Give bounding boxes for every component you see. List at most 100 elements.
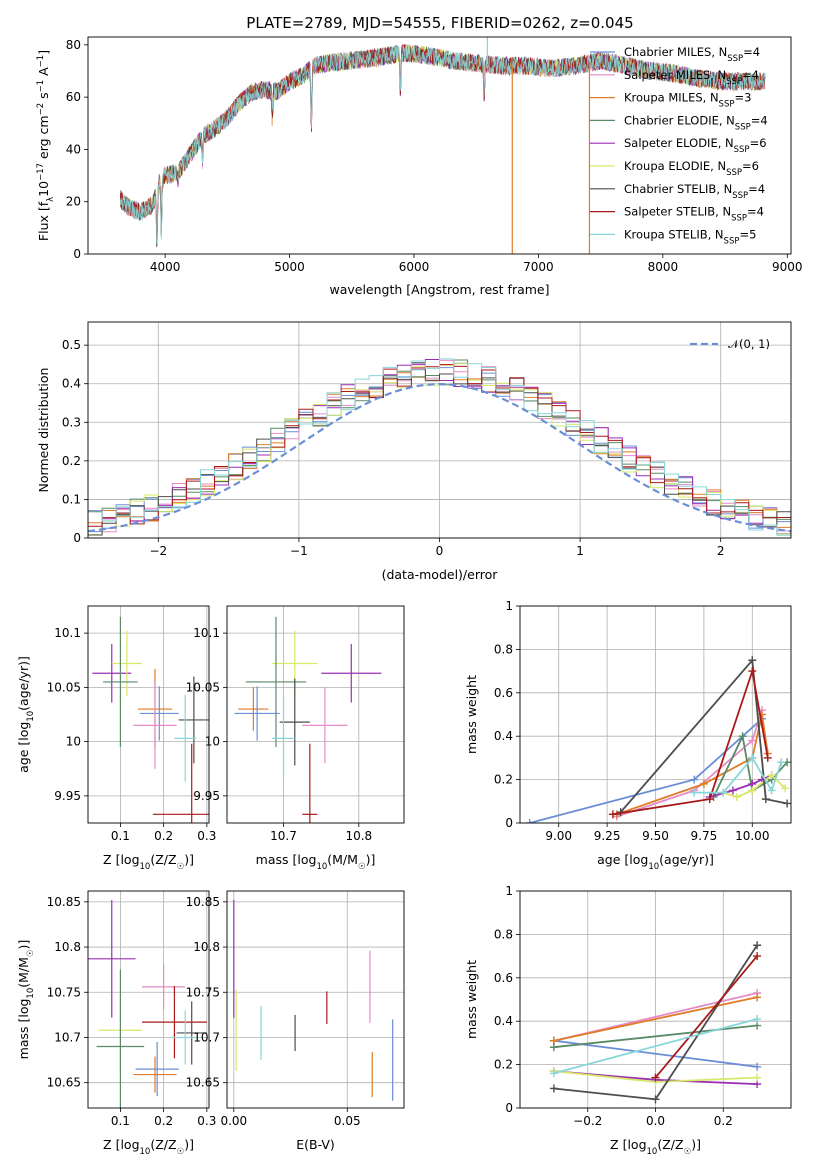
series-marker-7 (608, 810, 617, 819)
y-axis-label: Normed distribution (36, 368, 51, 493)
figure-title: PLATE=2789, MJD=54555, FIBERID=0262, z=0… (246, 14, 633, 32)
label-part: −2 (36, 103, 46, 116)
label-part: SSP (726, 77, 742, 87)
y-axis-label: mass weight (464, 675, 479, 754)
series-marker-7 (748, 667, 757, 676)
label-part: =4 (747, 205, 764, 219)
x-tick-label: 6000 (399, 260, 430, 274)
x-axis-label: age [log10(age/yr)] (597, 852, 714, 872)
y-tick-label: 0 (73, 531, 81, 545)
label-part: )] (16, 940, 31, 950)
y-tick-label: 10.8 (54, 940, 81, 954)
x-tick-label: 5000 (274, 260, 305, 274)
legend-entry-8: Kroupa STELIB, NSSP=5 (624, 227, 756, 246)
label-part: 10 (140, 862, 151, 872)
plots-group: 4000 5000 6000 7000 8000 9000020406080wavelen… (16, 36, 803, 1157)
series-marker-6 (753, 941, 762, 950)
y-tick-label: 0.6 (494, 971, 513, 985)
series-marker-5 (767, 771, 776, 780)
x-tick-label: 0.3 (197, 1114, 216, 1128)
legend-entry-1: Salpeter MILES, NSSP=4 (624, 68, 759, 87)
series-line-6 (620, 658, 788, 813)
axes-frame (87, 321, 792, 539)
normal-curve (88, 382, 791, 533)
series-marker-7 (705, 795, 714, 804)
y-tick-label: 0.2 (62, 454, 81, 468)
y-tick-label: 0.8 (494, 927, 513, 941)
legend-entry-4: Salpeter ELODIE, NSSP=6 (624, 136, 767, 155)
y-tick-label: 10.05 (186, 680, 220, 694)
y-tick-label: 10.7 (193, 1030, 220, 1044)
label-part: SSP (724, 236, 740, 246)
plot-area (88, 900, 207, 1108)
x-tick-label: 4000 (150, 260, 181, 274)
label-part: Kroupa ELODIE, N (624, 159, 726, 173)
label-part: SSP (735, 122, 751, 132)
series-marker-6 (761, 795, 770, 804)
label-part: erg cm (36, 115, 51, 163)
label-part: Kroupa STELIB, N (624, 227, 724, 241)
y-tick-label: 10.8 (193, 940, 220, 954)
x-tick-label: 1 (576, 544, 584, 558)
series-line-3 (712, 733, 788, 798)
label-part: Chabrier MILES, N (624, 45, 727, 59)
axes-frame (87, 36, 792, 255)
label-part: −1 (36, 55, 46, 68)
series-marker-8 (777, 758, 786, 767)
histogram-8 (88, 358, 791, 537)
spectrum-line-8 (120, 44, 766, 245)
legend-entry-2: Kroupa MILES, NSSP=3 (624, 91, 751, 110)
label-part: ☉ (26, 949, 36, 957)
series-line-2 (553, 996, 758, 1042)
label-part: )] (366, 852, 376, 867)
series-line-1 (616, 709, 763, 818)
series-marker-7 (753, 952, 762, 961)
label-part: Z [log (103, 852, 139, 867)
x-tick-label: 7000 (523, 260, 554, 274)
y-axis-label: Flux [fλ10−17 erg cm−2 s−1 A−1] (36, 50, 56, 241)
label-part: =6 (742, 159, 759, 173)
label-part: 10 (140, 1147, 151, 1157)
label-part: Kroupa MILES, N (624, 91, 719, 105)
x-tick-label: 2 (717, 544, 725, 558)
label-part: A (36, 67, 51, 80)
series-marker-6 (651, 1095, 660, 1104)
label-part: −17 (36, 163, 46, 181)
axes-frame (519, 890, 792, 1109)
label-part: SSP (731, 214, 747, 224)
y-axis-label: mass [log10(M/M☉)] (16, 940, 36, 1060)
label-part: =4 (751, 113, 768, 127)
label-part: s (36, 92, 51, 103)
x-tick-label: 10.8 (345, 829, 372, 843)
series-line-0 (553, 1039, 758, 1068)
series-marker-0 (753, 1062, 762, 1071)
chart-spectrum: 4000 5000 6000 7000 8000 9000 0 20 40 60 80 wavelen… (36, 36, 803, 297)
series-marker-6 (549, 1084, 558, 1093)
plot-area (525, 656, 791, 823)
series-marker-6 (748, 656, 757, 665)
label-part: SSP (732, 191, 748, 201)
y-tick-label: 0.1 (62, 492, 81, 506)
x-axis-label: mass [log10(M/M☉)] (256, 852, 376, 872)
series-line-7 (654, 955, 758, 1079)
x-axis-label: E(B-V) (296, 1137, 335, 1152)
label-part: 10 (36, 181, 51, 197)
label-part: (Z/Z (150, 852, 176, 867)
y-tick-label: 0.6 (494, 686, 513, 700)
label-part: (age/yr)] (16, 656, 31, 711)
label-part: Z [log (103, 1137, 139, 1152)
chart-residuals: −2 −1 0 1 2 0 0.1 0.2 0.3 0.4 0.5 𝒩(0, 1) (data-mode… (36, 321, 792, 582)
x-tick-label: 0.2 (154, 829, 173, 843)
x-tick-label: 9.00 (545, 829, 572, 843)
y-tick-label: 1 (505, 884, 513, 898)
x-tick-label: −0.2 (573, 1114, 602, 1128)
x-tick-label: −1 (290, 544, 308, 558)
x-tick-label: 0 (436, 544, 444, 558)
label-part: Flux [f (36, 201, 51, 241)
label-part: −1 (36, 80, 46, 93)
label-part: ] (36, 50, 51, 55)
y-tick-label: 0.8 (494, 642, 513, 656)
y-tick-label: 0 (73, 247, 81, 261)
label-part: (Z/Z (150, 1137, 176, 1152)
